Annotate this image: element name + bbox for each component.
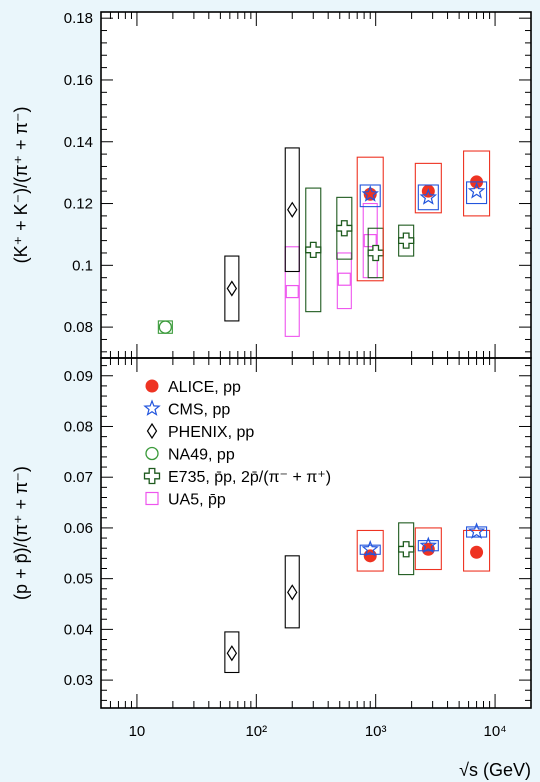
phenix-data-point xyxy=(226,280,238,297)
legend-ua5-label: UA5, p̄p xyxy=(168,492,226,509)
e735-data-point xyxy=(398,541,415,558)
ua5-sys-box xyxy=(336,252,352,310)
top-y-tick-label: 0.12 xyxy=(64,196,93,213)
top-panel-marks xyxy=(157,147,491,337)
cms-data-point xyxy=(467,522,486,539)
phenix-data-point xyxy=(226,645,238,662)
cms-sys-box xyxy=(466,526,488,538)
phenix-sys-box xyxy=(284,147,300,273)
bottom-y-tick-label: 0.03 xyxy=(64,672,93,689)
bottom-y-tick-label: 0.05 xyxy=(64,571,93,588)
alice-sys-box xyxy=(463,150,491,217)
top-y-tick-label: 0.18 xyxy=(64,10,93,27)
e735-data-point xyxy=(367,244,384,262)
x-tick-label: 10 xyxy=(129,723,146,740)
legend-phenix-marker xyxy=(146,422,158,440)
bottom-y-tick-label: 0.04 xyxy=(64,621,93,638)
legend-e735-marker xyxy=(143,467,161,485)
legend-na49-label: NA49, pp xyxy=(168,447,235,464)
top-y-tick-label: 0.08 xyxy=(64,319,93,336)
bottom-panel-marks xyxy=(224,522,491,674)
legend: ALICE, pp CMS, pp PHENIX, pp NA49, pp E735, … xyxy=(143,379,331,509)
na49-data-point xyxy=(158,320,173,334)
cms-sys-box xyxy=(417,184,439,211)
top-panel-frame xyxy=(101,12,531,358)
legend-cms-marker xyxy=(143,399,161,416)
cms-data-point xyxy=(361,540,379,557)
phenix-data-point xyxy=(287,201,298,218)
cms-sys-box xyxy=(359,544,381,555)
bottom-y-tick-label: 0.08 xyxy=(64,418,93,435)
cms-sys-box xyxy=(466,181,488,205)
ua5-data-point xyxy=(337,272,351,286)
top-y-tick-label: 0.1 xyxy=(72,257,93,274)
bottom-panel-border xyxy=(100,357,532,709)
x-tick-label: 10³ xyxy=(365,723,387,740)
ua5-data-point xyxy=(285,284,299,299)
legend-na49-marker xyxy=(145,446,159,461)
alice-data-point xyxy=(470,545,484,559)
alice-sys-box xyxy=(463,529,491,572)
bottom-y-axis-title: (p + p̄)/(π⁺ + π⁻) xyxy=(11,466,31,600)
top-y-tick-label: 0.14 xyxy=(64,134,93,151)
alice-sys-box xyxy=(414,527,442,571)
bottom-y-tick-label: 0.06 xyxy=(64,520,93,537)
phenix-sys-box xyxy=(284,555,300,629)
cms-sys-box xyxy=(359,184,381,208)
bottom-y-tick-label: 0.07 xyxy=(64,469,93,486)
top-y-tick-label: 0.16 xyxy=(64,72,93,89)
axes: 0.08 0.1 0.12 0.14 0.16 0.18 0.03 0.04 0.05 0.06 0… xyxy=(64,10,532,740)
alice-sys-box xyxy=(356,156,384,282)
x-tick-label: 10⁴ xyxy=(483,723,506,740)
cms-data-point xyxy=(419,536,438,554)
phenix-sys-box xyxy=(224,255,240,322)
phenix-sys-box xyxy=(224,631,240,674)
e735-data-point xyxy=(305,241,322,259)
legend-cms-label: CMS, pp xyxy=(168,402,230,419)
cms-data-point xyxy=(419,188,438,205)
e735-data-point xyxy=(336,220,353,237)
phenix-data-point xyxy=(287,584,298,601)
cms-data-point xyxy=(467,182,486,199)
ua5-data-point xyxy=(363,234,377,248)
legend-ua5-marker xyxy=(145,491,159,506)
data-marks xyxy=(157,147,491,674)
bottom-y-tick-label: 0.09 xyxy=(64,368,93,385)
legend-phenix-label: PHENIX, pp xyxy=(168,424,254,441)
cms-sys-box xyxy=(417,540,439,552)
x-tick-label: 10² xyxy=(245,723,267,740)
ua5-sys-box xyxy=(284,246,300,337)
top-y-axis-title: (K⁺ + K⁻)/(π⁺ + π⁻) xyxy=(11,107,31,264)
legend-alice-label: ALICE, pp xyxy=(168,379,241,396)
legend-alice-marker xyxy=(145,379,159,393)
alice-sys-box xyxy=(414,162,442,214)
x-axis-title: √s (GeV) xyxy=(459,760,531,780)
e735-data-point xyxy=(398,232,415,249)
bottom-panel-frame xyxy=(101,358,531,708)
legend-e735-label: E735, p̄p, 2p̄/(π⁻ + π⁺) xyxy=(168,469,331,486)
alice-sys-box xyxy=(356,529,384,572)
cms-data-point xyxy=(361,185,379,202)
